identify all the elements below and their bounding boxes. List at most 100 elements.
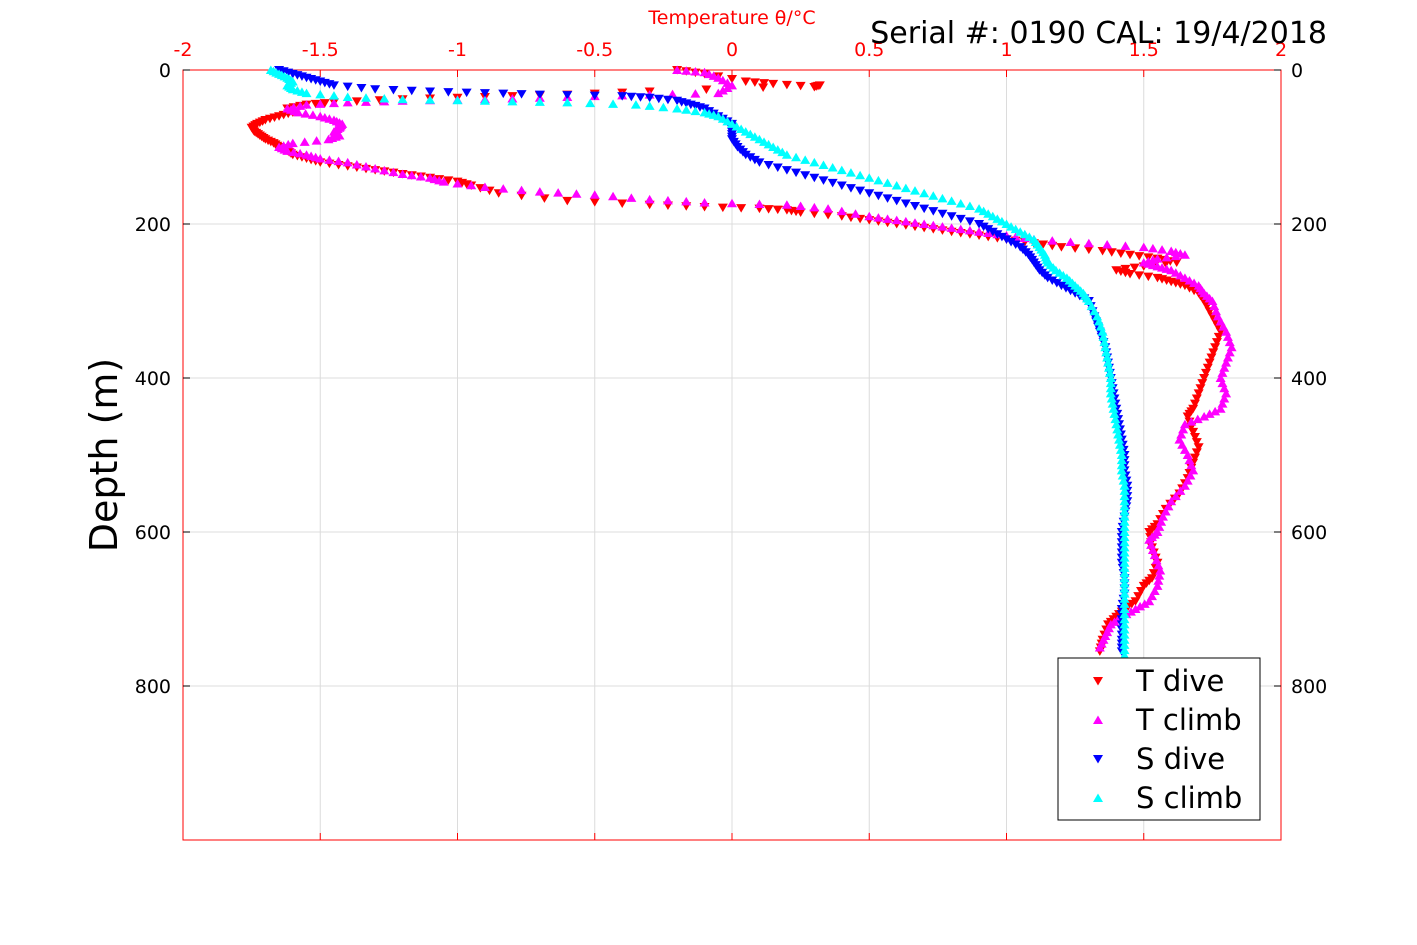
point-t-dive [1189,453,1200,463]
point-t-climb [919,219,930,228]
point-s-climb [1119,609,1130,619]
point-t-dive [1134,252,1145,261]
point-s-climb [690,106,701,116]
point-s-dive [388,86,399,95]
point-t-climb [288,147,299,157]
point-s-dive [635,93,646,102]
point-t-dive [1134,271,1145,280]
x-tick-label: -2 [174,39,193,61]
point-s-dive [749,155,760,165]
point-s-climb [1119,481,1130,490]
point-s-climb [397,94,408,104]
point-s-climb [791,152,802,162]
point-s-dive [910,202,920,211]
point-t-climb [1120,241,1131,250]
point-s-climb [882,178,893,187]
point-s-climb [1108,404,1119,413]
point-s-climb [1119,573,1130,583]
point-s-climb [809,157,820,167]
point-t-dive [1191,448,1202,457]
point-s-climb [891,181,902,190]
x-tick-label: 1.5 [1129,39,1159,61]
point-t-climb [342,97,353,107]
point-s-climb [1109,409,1120,418]
point-t-dive [539,194,550,203]
point-s-dive [356,83,367,93]
point-t-climb [1199,412,1210,421]
point-s-climb [379,93,390,103]
point-s-climb [1111,419,1122,429]
point-s-climb [585,98,596,108]
point-s-dive [964,217,975,226]
point-s-climb [1105,388,1116,398]
point-s-climb [1119,650,1130,660]
point-s-climb [315,89,326,99]
point-t-climb [328,98,339,108]
point-t-climb [370,164,381,173]
point-s-climb [1116,460,1127,470]
point-t-dive [1213,332,1224,342]
point-t-dive [1191,394,1202,404]
point-t-climb [1102,240,1113,249]
x-tick-label: -0.5 [576,39,613,61]
point-s-climb [301,88,312,98]
point-t-dive [1191,438,1202,447]
point-s-climb [1119,537,1130,547]
point-t-dive [1200,368,1211,378]
point-t-dive [1056,243,1067,252]
point-t-climb [672,65,683,74]
point-s-dive [370,85,381,94]
point-s-dive [1051,279,1062,288]
point-t-climb [282,146,293,155]
point-t-climb [681,66,692,75]
point-s-dive [498,89,509,99]
point-s-dive [617,92,628,101]
series-t-climb [274,65,1237,652]
point-s-dive [928,207,939,216]
point-t-climb [479,182,490,192]
point-t-dive [1148,569,1159,578]
point-t-climb [809,202,820,212]
point-t-climb [823,204,834,213]
point-t-climb [342,157,353,167]
point-s-dive [1056,281,1067,291]
point-s-dive [1006,237,1017,247]
point-s-climb [1114,440,1125,449]
point-s-climb [946,196,957,205]
point-s-climb [1103,358,1114,367]
point-t-climb [662,195,673,205]
point-s-dive [818,176,829,185]
point-t-climb [964,225,975,235]
point-s-climb [1099,337,1110,347]
point-t-climb [1186,417,1197,426]
point-s-climb [1119,619,1130,629]
point-t-dive [1211,338,1222,347]
point-t-dive [1133,592,1144,601]
point-s-dive [809,173,820,183]
point-t-dive [1193,389,1204,398]
point-s-climb [1119,532,1130,542]
point-s-climb [1104,368,1115,377]
point-t-climb [1138,242,1149,252]
point-s-dive [946,212,957,221]
point-s-dive [919,204,930,214]
point-s-dive [978,222,989,232]
point-t-dive [768,79,779,89]
point-s-dive [342,82,353,92]
y-tick-label-right: 800 [1291,676,1327,698]
point-t-climb [1083,238,1094,248]
point-t-climb [1155,566,1166,575]
point-t-climb [644,194,655,204]
point-s-climb [672,104,683,113]
point-s-dive [644,93,655,103]
point-s-climb [452,95,463,105]
y-tick-label-left: 0 [159,60,171,82]
point-s-climb [1105,373,1116,382]
point-s-climb [919,188,930,198]
x-tick-label: 0.5 [854,39,884,61]
point-s-climb [1119,491,1130,501]
data-series [246,65,1237,660]
point-s-dive [772,163,783,173]
